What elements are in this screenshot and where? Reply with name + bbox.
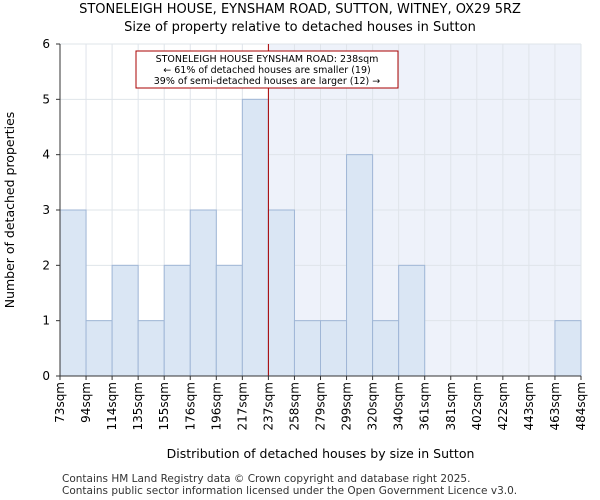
x-tick-label: 422sqm [496,382,510,430]
y-axis-label: Number of detached properties [2,112,17,309]
bars [59,98,582,377]
bar-340sqm [398,264,426,377]
bar-73sqm [59,209,87,377]
x-tick-label: 73sqm [53,382,67,423]
x-tick-label: 340sqm [392,382,406,430]
bar-114sqm [111,264,139,377]
bar-135sqm [137,320,165,377]
bar-258sqm [293,320,322,377]
chart-subtitle: Size of property relative to detached ho… [124,20,476,35]
y-tick-label: 6 [42,37,50,51]
annotation-line-2: ← 61% of detached houses are smaller (19… [163,65,370,76]
bar-176sqm [189,209,217,377]
x-tick-label: 196sqm [209,382,223,430]
x-tick-label: 114sqm [105,382,119,430]
y-tick-label: 3 [42,203,50,217]
x-tick-label: 237sqm [261,382,275,430]
bar-196sqm [215,264,243,377]
x-tick-label: 443sqm [522,382,536,430]
footer-copyright: Contains HM Land Registry data © Crown c… [62,473,471,485]
x-tick-label: 463sqm [548,382,562,430]
x-tick-label: 361sqm [418,382,432,430]
bar-155sqm [163,264,191,377]
y-tick-label: 0 [42,369,50,383]
y-tick-label: 2 [42,258,50,272]
bar-463sqm [554,320,582,377]
annotation-box: STONELEIGH HOUSE EYNSHAM ROAD: 238sqm ← … [135,50,399,89]
x-tick-label: 135sqm [131,382,145,430]
x-tick-label: 484sqm [574,382,588,430]
x-tick-label: 279sqm [314,382,328,430]
bar-237sqm [267,209,295,377]
x-tick-label: 402sqm [470,382,484,430]
x-tick-label: 258sqm [287,382,301,430]
bar-320sqm [372,320,400,377]
y-tick-label: 5 [42,92,50,106]
annotation-line-1: STONELEIGH HOUSE EYNSHAM ROAD: 238sqm [156,54,379,65]
x-tick-label: 94sqm [79,382,93,423]
annotation-line-3: 39% of semi-detached houses are larger (… [154,76,381,87]
x-tick-label: 299sqm [340,382,354,430]
footer-licence: Contains public sector information licen… [62,485,518,497]
y-tick-label: 4 [42,148,50,162]
x-tick-label: 320sqm [366,382,380,430]
annotation-frame [135,50,399,89]
bar-279sqm [320,320,348,377]
x-axis-label: Distribution of detached houses by size … [167,446,475,461]
bar-217sqm [241,98,269,377]
x-tick-label: 155sqm [157,382,171,430]
x-tick-label: 381sqm [444,382,458,430]
x-tick-label: 217sqm [235,382,249,430]
x-tick-label: 176sqm [183,382,197,430]
y-tick-labels: 0 1 2 3 4 5 6 [42,37,60,383]
y-tick-label: 1 [42,314,50,328]
bar-94sqm [85,320,113,377]
chart-title: STONELEIGH HOUSE, EYNSHAM ROAD, SUTTON, … [79,2,521,17]
bar-299sqm [346,154,374,377]
x-tick-labels: 73sqm 94sqm 114sqm 135sqm 155sqm 176sqm 196sqm… [53,376,588,430]
